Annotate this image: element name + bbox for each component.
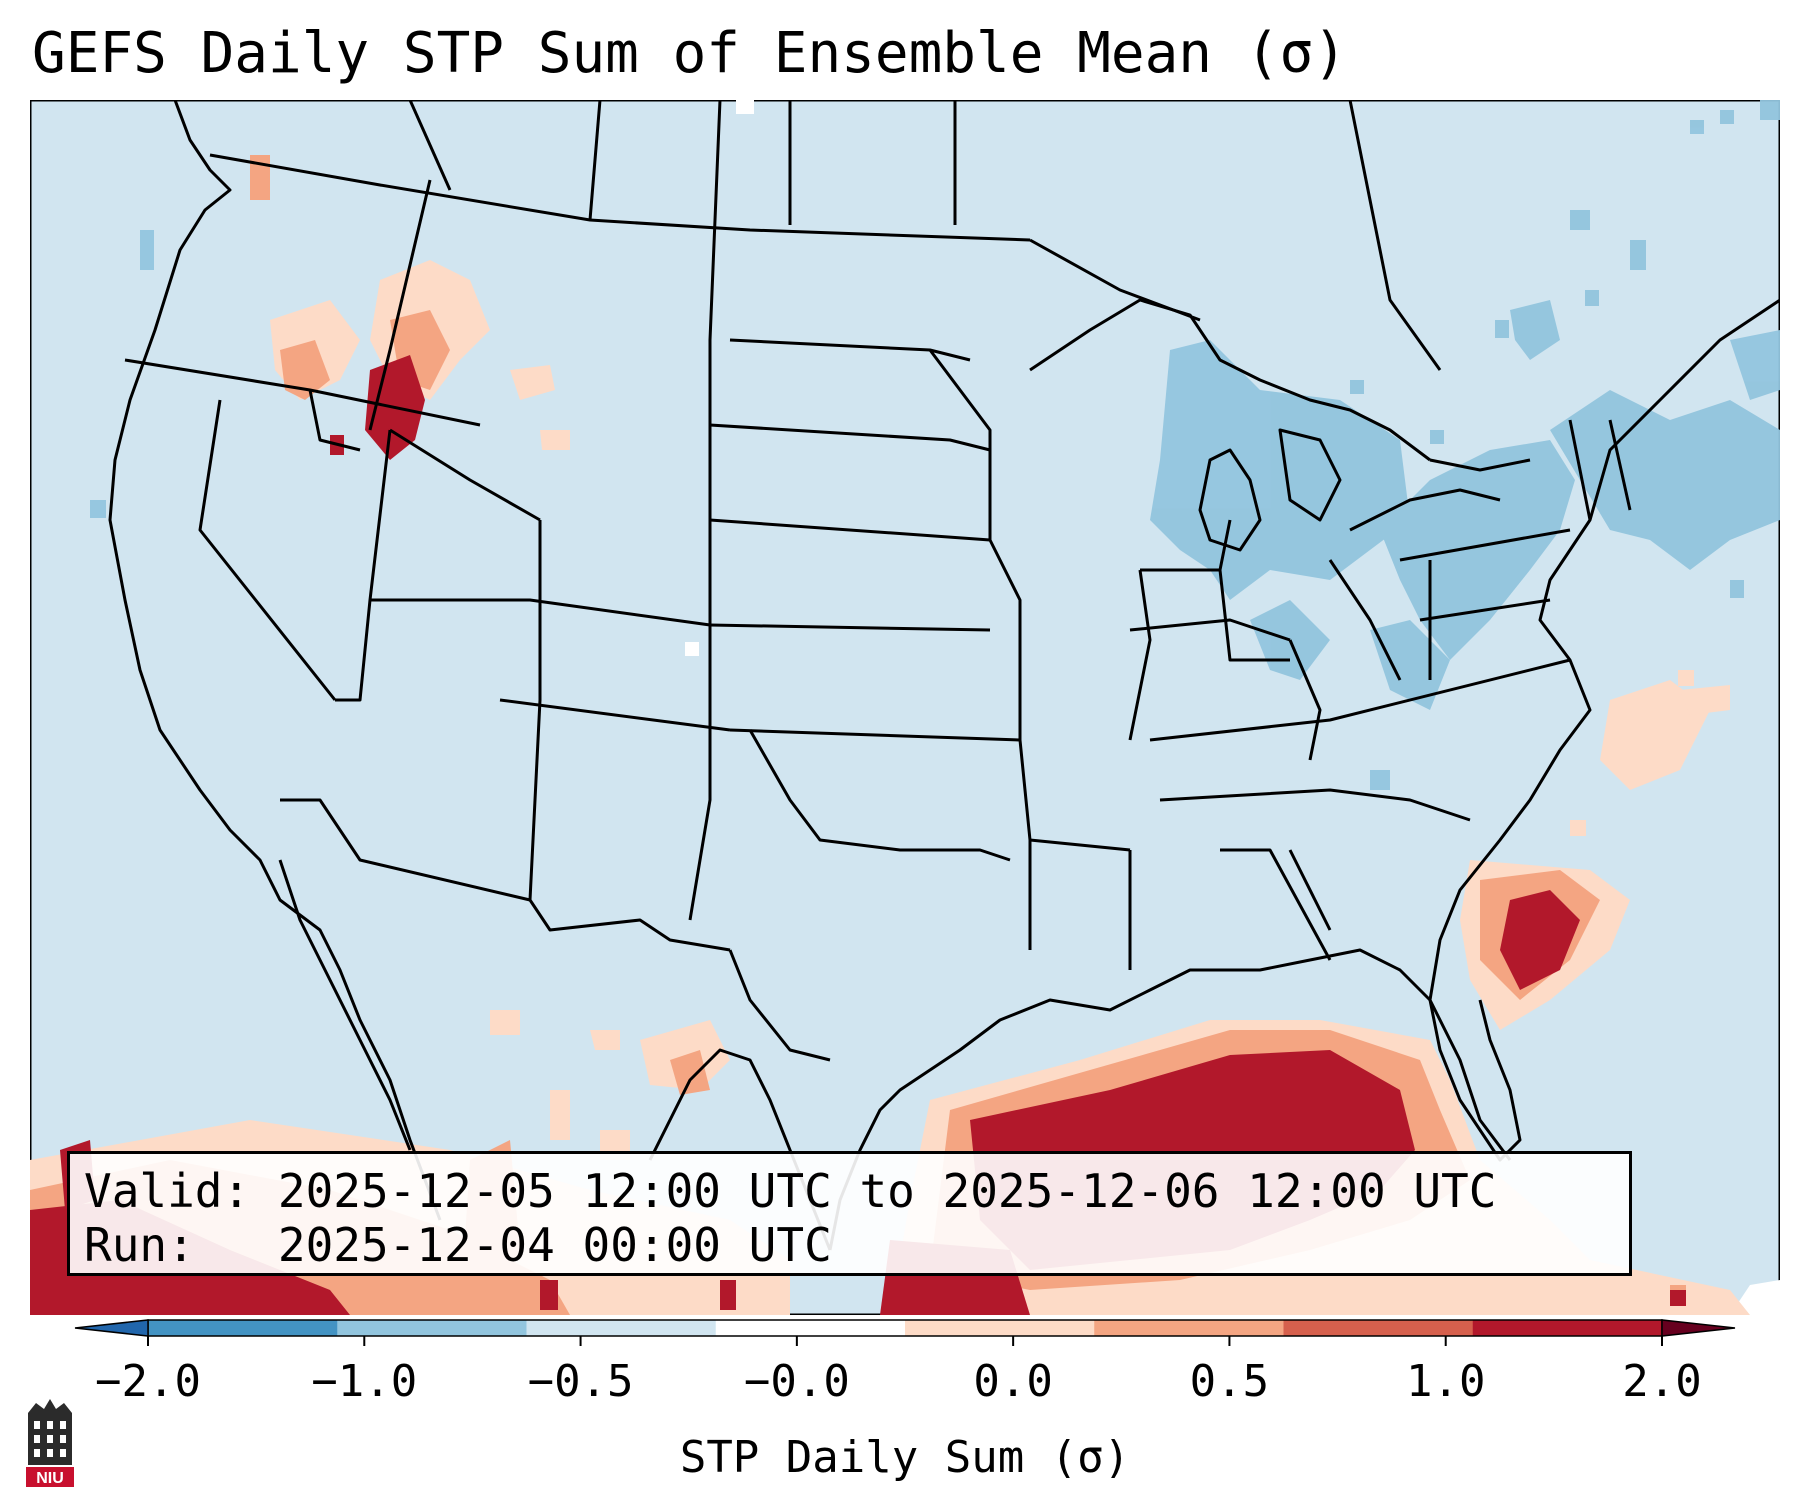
colorbar-segment	[715, 1320, 906, 1336]
colorbar-segments	[147, 1319, 1663, 1337]
colorbar-segment	[1094, 1320, 1284, 1336]
missing-data-cell	[685, 642, 699, 656]
geographic-boundaries	[108, 100, 1780, 1251]
run-label: Run:	[84, 1218, 195, 1272]
colorbar-tick-label: −2.0	[95, 1356, 201, 1407]
colorbar-tick-label: −0.5	[528, 1356, 634, 1407]
colorbar-under-arrow	[74, 1319, 149, 1337]
map-title: GEFS Daily STP Sum of Ensemble Mean (σ)	[32, 21, 1347, 86]
logo-text: NIU	[36, 1470, 64, 1487]
valid-label: Valid:	[84, 1164, 251, 1218]
run-info-box: Valid: 2025-12-05 12:00 UTC to 2025-12-0…	[67, 1151, 1632, 1276]
colorbar-segment	[337, 1320, 527, 1336]
colorbar-tick-label: −1.0	[311, 1356, 417, 1407]
colorbar-segment	[1472, 1320, 1663, 1336]
stp-map	[30, 100, 1780, 1315]
colorbar-label: STP Daily Sum (σ)	[680, 1432, 1130, 1483]
map-background	[30, 100, 1780, 1315]
valid-time: 2025-12-05 12:00 UTC to 2025-12-06 12:00…	[277, 1164, 1497, 1218]
colorbar-segment	[905, 1320, 1095, 1336]
colorbar-over-arrow	[1661, 1319, 1736, 1337]
colorbar-tick-label: 0.5	[1190, 1356, 1269, 1407]
colorbar-segment	[526, 1320, 717, 1336]
niu-logo: NIU	[22, 1395, 78, 1491]
missing-data-cell	[736, 100, 754, 114]
colorbar-tick-label: 1.0	[1406, 1356, 1485, 1407]
run-time: 2025-12-04 00:00 UTC	[277, 1218, 832, 1272]
colorbar-segment	[148, 1320, 338, 1336]
negative-anomaly-areas	[90, 100, 1780, 790]
colorbar-tick-label: −0.0	[744, 1356, 850, 1407]
colorbar-segment	[1283, 1320, 1474, 1336]
colorbar-ticks: −2.0 −1.0 −0.5 −0.0 0.0 0.5 1.0 2.0	[95, 1336, 1702, 1407]
colorbar-tick-label: 2.0	[1622, 1356, 1701, 1407]
colorbar-tick-label: 0.0	[973, 1356, 1052, 1407]
colorbar: −2.0 −1.0 −0.5 −0.0 0.0 0.5 1.0 2.0 STP Daily S…	[0, 1315, 1803, 1505]
